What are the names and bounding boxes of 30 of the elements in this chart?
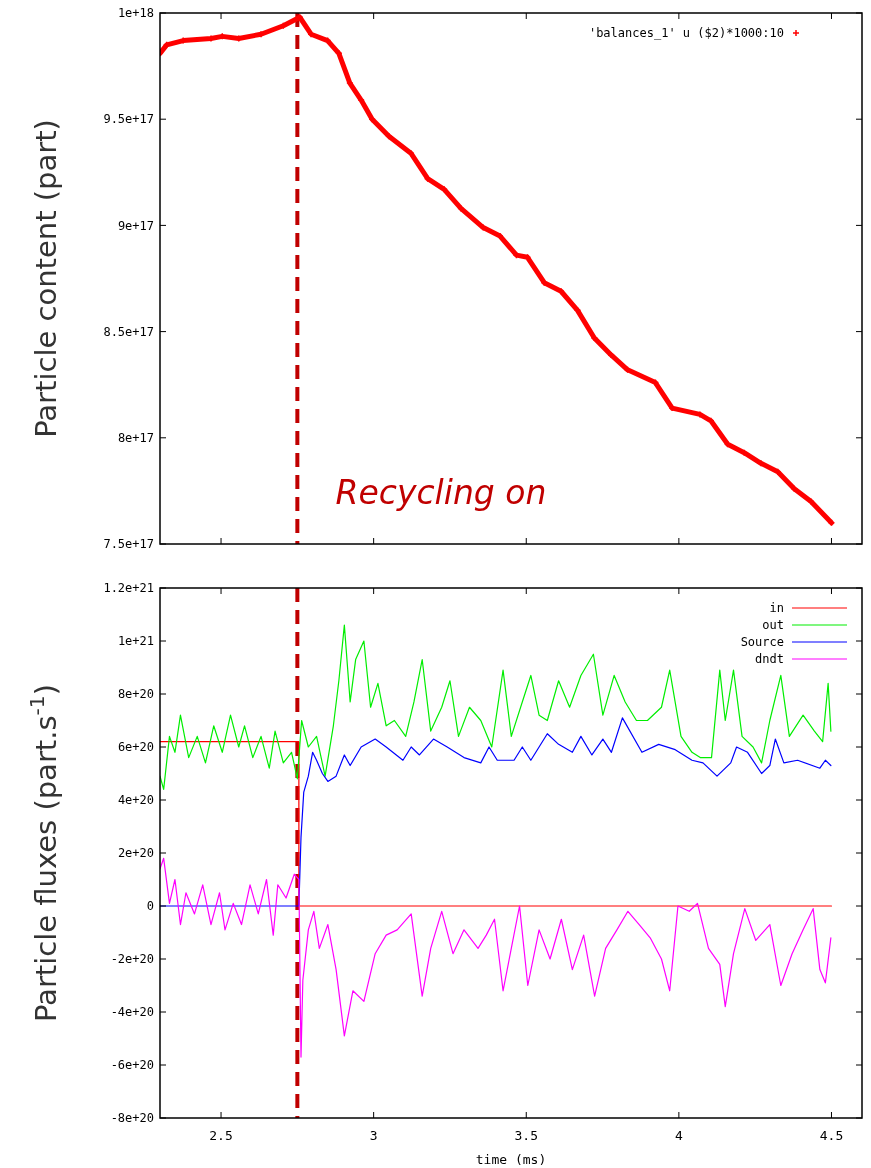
legend-label: dndt (755, 652, 784, 667)
y-axis-title: Particle content (part) (29, 119, 63, 438)
y-tick-label: 1.2e+21 (103, 581, 154, 596)
y-tick-label: -8e+20 (110, 1111, 154, 1126)
y-tick-label: 0 (146, 899, 154, 914)
y-tick-label: 8e+20 (117, 687, 154, 702)
legend-label: out (762, 618, 784, 633)
y-tick-label: 1e+21 (117, 634, 154, 649)
x-tick-label: 3.5 (514, 1128, 538, 1143)
y-tick-label: 9.5e+17 (103, 112, 154, 127)
y-tick-label: 6e+20 (117, 740, 154, 755)
y-tick-label: 7.5e+17 (103, 537, 154, 552)
y-tick-label: -2e+20 (110, 952, 154, 967)
y-tick-label: -6e+20 (110, 1058, 154, 1073)
y-tick-label: 8e+17 (117, 431, 154, 445)
x-tick-label: 4 (674, 1128, 683, 1143)
x-axis-title: time (ms) (475, 1152, 547, 1167)
y-tick-label: 9e+17 (117, 218, 154, 233)
y-tick-label: 2e+20 (117, 846, 154, 861)
legend-label: 'balances_1' u ($2)*1000:10 (588, 26, 784, 41)
y-tick-label: 1e+18 (117, 6, 154, 21)
legend-label: Source (740, 635, 784, 650)
annotation: Recycling on (335, 473, 547, 512)
y-tick-label: 8.5e+17 (103, 324, 154, 339)
x-tick-label: 4.5 (819, 1128, 844, 1143)
y-tick-label: 4e+20 (117, 793, 154, 808)
x-tick-label: 3 (369, 1128, 378, 1143)
y-tick-label: -4e+20 (110, 1005, 154, 1020)
x-tick-label: 2.5 (209, 1128, 233, 1143)
legend-label: in (769, 601, 784, 616)
